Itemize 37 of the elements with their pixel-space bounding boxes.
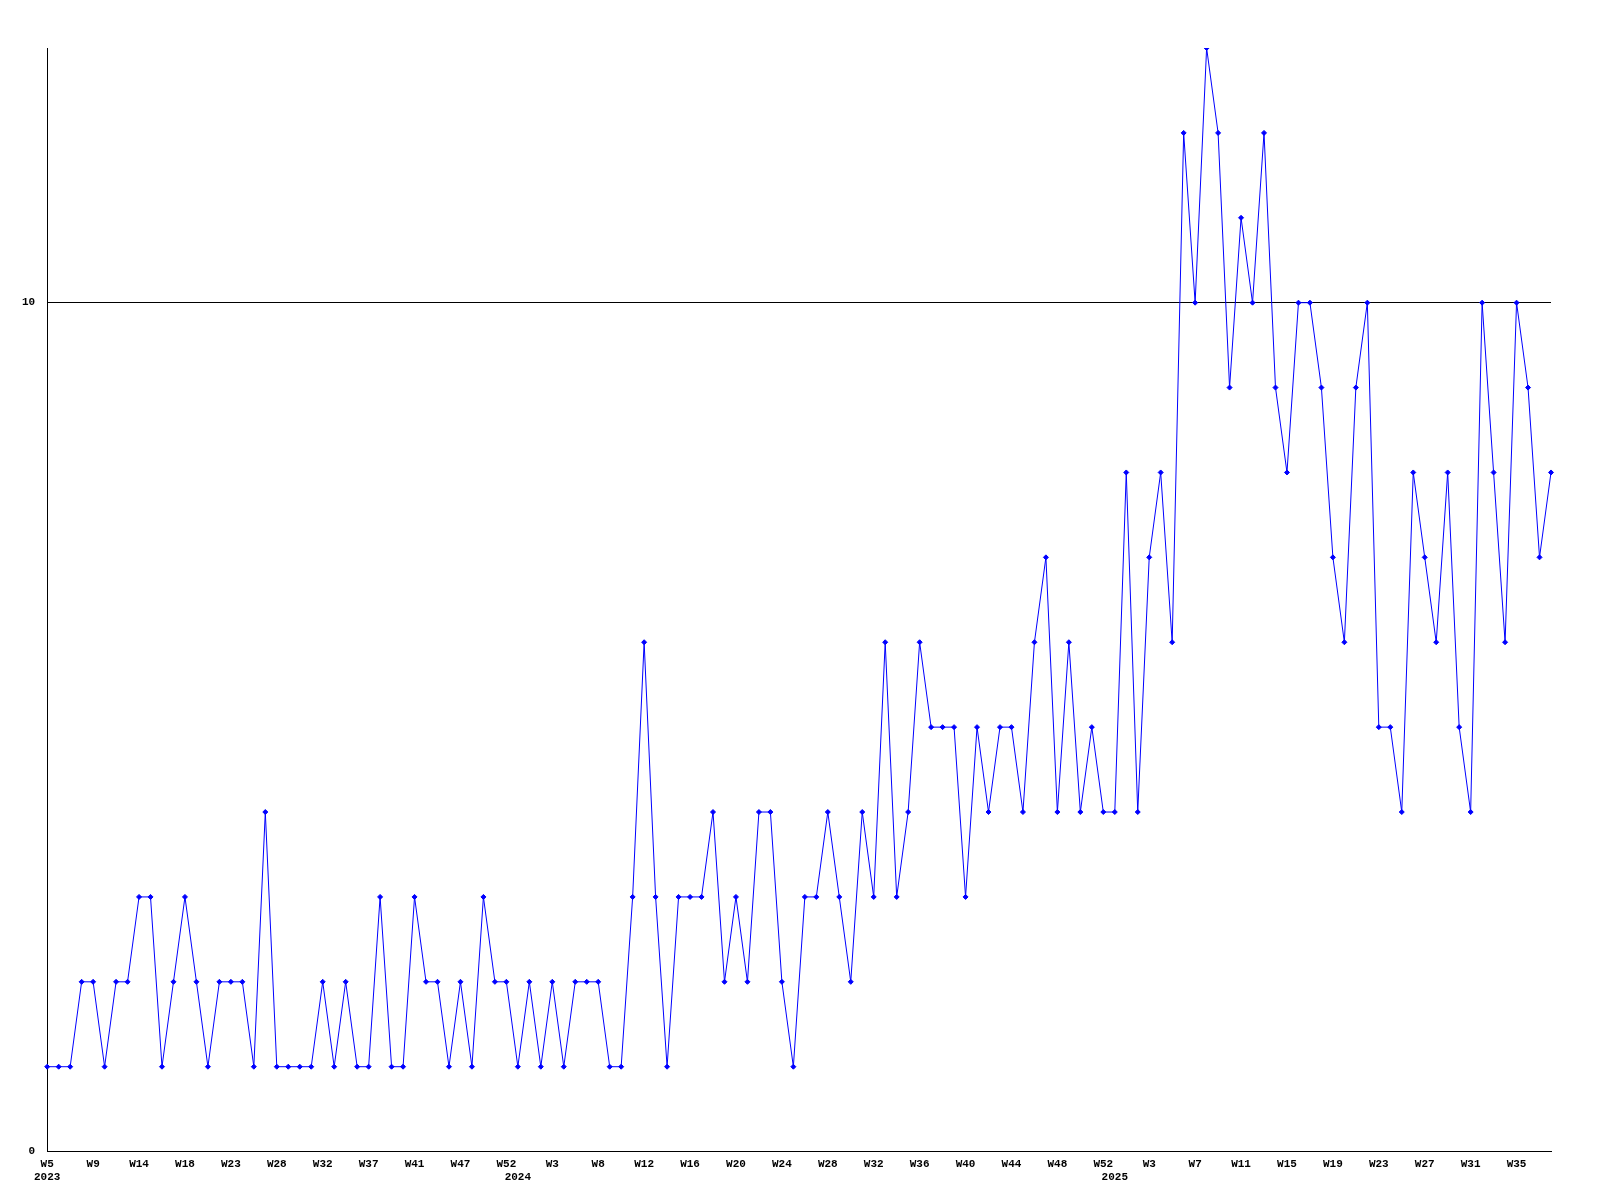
x-tick-label: W24 bbox=[771, 1157, 793, 1170]
x-tick-label: W19 bbox=[1322, 1157, 1343, 1170]
x-tick-label: W9 bbox=[86, 1157, 100, 1170]
x-tick-label: W27 bbox=[1414, 1157, 1435, 1170]
x-tick-label: W28 bbox=[817, 1157, 839, 1170]
x-tick-label: W8 bbox=[591, 1157, 606, 1170]
x-tick-label: W12 bbox=[634, 1157, 655, 1170]
y-tick-label: 10 bbox=[22, 296, 36, 309]
x-tick-label: W52 bbox=[496, 1157, 517, 1170]
x-tick-label: W36 bbox=[909, 1157, 930, 1170]
x-tick-label: W48 bbox=[1047, 1157, 1068, 1170]
x-tick-label: W52 bbox=[1093, 1157, 1114, 1170]
x-tick-label: W44 bbox=[1001, 1157, 1022, 1170]
x-tick-label: 2025 bbox=[1101, 1171, 1129, 1184]
x-tick-label: W37 bbox=[358, 1157, 379, 1170]
x-tick-label: W47 bbox=[450, 1157, 471, 1170]
x-tick-label: W23 bbox=[220, 1157, 242, 1170]
x-tick-label: W20 bbox=[726, 1157, 746, 1170]
x-tick-label: W14 bbox=[129, 1157, 150, 1170]
x-tick-label: W3 bbox=[1142, 1157, 1157, 1170]
y-tick-label: 0 bbox=[28, 1145, 36, 1158]
x-tick-label: W35 bbox=[1506, 1157, 1527, 1170]
x-tick-label: W3 bbox=[545, 1157, 560, 1170]
x-tick-label: W7 bbox=[1188, 1157, 1202, 1170]
x-tick-label: W28 bbox=[266, 1157, 288, 1170]
x-tick-label: W32 bbox=[312, 1157, 333, 1170]
x-tick-label: 2024 bbox=[504, 1171, 532, 1184]
x-tick-label: W40 bbox=[955, 1157, 976, 1170]
x-tick-label: W23 bbox=[1368, 1157, 1390, 1170]
x-tick-label: W41 bbox=[404, 1157, 425, 1170]
x-tick-label: W31 bbox=[1460, 1157, 1481, 1170]
x-tick-label: W16 bbox=[680, 1157, 700, 1170]
x-tick-label: W11 bbox=[1231, 1157, 1252, 1170]
x-tick-label: W5 2023 bbox=[34, 1157, 61, 1184]
x-tick-label: W32 bbox=[863, 1157, 884, 1170]
x-tick-label: W15 bbox=[1277, 1157, 1298, 1170]
x-tick-label: W18 bbox=[175, 1157, 196, 1170]
